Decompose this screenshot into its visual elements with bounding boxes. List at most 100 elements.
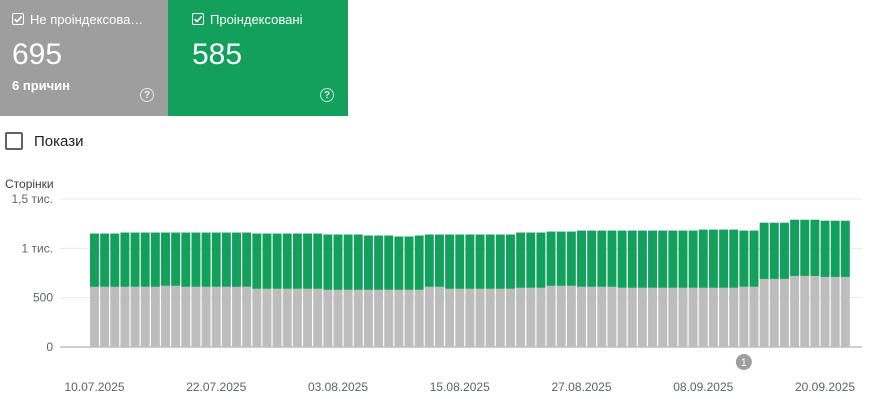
bar-not-indexed[interactable] bbox=[394, 289, 404, 347]
bar-not-indexed[interactable] bbox=[211, 286, 221, 347]
bar-indexed[interactable] bbox=[100, 233, 110, 287]
bar-not-indexed[interactable] bbox=[495, 288, 505, 347]
bar-indexed[interactable] bbox=[384, 235, 394, 290]
not-indexed-card[interactable]: Не проіндексова… 695 6 причин ? bbox=[0, 0, 168, 116]
bar-indexed[interactable] bbox=[445, 234, 455, 289]
bar-indexed[interactable] bbox=[363, 235, 373, 290]
bar-not-indexed[interactable] bbox=[414, 289, 424, 347]
bar-not-indexed[interactable] bbox=[455, 288, 465, 347]
bar-indexed[interactable] bbox=[495, 234, 505, 289]
bar-indexed[interactable] bbox=[607, 230, 617, 287]
bar-indexed[interactable] bbox=[556, 231, 566, 286]
bar-not-indexed[interactable] bbox=[161, 285, 170, 347]
bar-indexed[interactable] bbox=[414, 235, 424, 290]
bar-indexed[interactable] bbox=[526, 232, 536, 288]
bar-indexed[interactable] bbox=[171, 232, 181, 286]
bar-indexed[interactable] bbox=[110, 233, 120, 287]
bar-not-indexed[interactable] bbox=[678, 287, 688, 347]
bar-indexed[interactable] bbox=[120, 232, 130, 287]
bar-indexed[interactable] bbox=[394, 236, 404, 290]
bar-not-indexed[interactable] bbox=[546, 285, 556, 347]
bar-indexed[interactable] bbox=[668, 230, 678, 288]
bar-indexed[interactable] bbox=[343, 234, 353, 290]
bar-indexed[interactable] bbox=[252, 233, 262, 289]
bar-not-indexed[interactable] bbox=[445, 288, 455, 347]
bar-indexed[interactable] bbox=[130, 232, 140, 287]
bar-indexed[interactable] bbox=[719, 229, 729, 288]
bar-indexed[interactable] bbox=[688, 230, 698, 288]
bar-indexed[interactable] bbox=[779, 222, 789, 279]
bar-indexed[interactable] bbox=[678, 230, 688, 288]
bar-indexed[interactable] bbox=[303, 233, 313, 289]
bar-not-indexed[interactable] bbox=[272, 288, 282, 347]
help-icon[interactable]: ? bbox=[140, 88, 154, 102]
bar-indexed[interactable] bbox=[546, 231, 556, 286]
bar-indexed[interactable] bbox=[161, 232, 170, 286]
bar-indexed[interactable] bbox=[434, 234, 444, 287]
bar-indexed[interactable] bbox=[181, 232, 191, 287]
bar-indexed[interactable] bbox=[830, 220, 840, 277]
bar-indexed[interactable] bbox=[191, 232, 201, 287]
bar-indexed[interactable] bbox=[221, 232, 231, 287]
bar-not-indexed[interactable] bbox=[648, 287, 658, 347]
bar-not-indexed[interactable] bbox=[800, 275, 810, 347]
bar-indexed[interactable] bbox=[749, 230, 759, 287]
help-icon[interactable]: ? bbox=[320, 88, 334, 102]
bar-indexed[interactable] bbox=[516, 232, 526, 288]
bar-indexed[interactable] bbox=[211, 232, 221, 287]
bar-not-indexed[interactable] bbox=[110, 286, 120, 347]
bar-not-indexed[interactable] bbox=[688, 287, 698, 347]
bar-not-indexed[interactable] bbox=[90, 286, 99, 347]
bar-indexed[interactable] bbox=[810, 219, 820, 276]
bar-not-indexed[interactable] bbox=[374, 289, 384, 347]
bar-not-indexed[interactable] bbox=[313, 288, 323, 347]
bar-indexed[interactable] bbox=[333, 234, 343, 290]
bar-not-indexed[interactable] bbox=[191, 286, 201, 347]
bar-not-indexed[interactable] bbox=[607, 286, 617, 347]
bar-indexed[interactable] bbox=[374, 235, 384, 290]
bar-indexed[interactable] bbox=[597, 230, 607, 287]
bar-indexed[interactable] bbox=[455, 234, 465, 289]
bar-indexed[interactable] bbox=[272, 233, 282, 289]
bar-indexed[interactable] bbox=[140, 232, 150, 287]
bar-indexed[interactable] bbox=[404, 236, 414, 290]
bar-indexed[interactable] bbox=[485, 234, 495, 289]
bar-indexed[interactable] bbox=[313, 233, 323, 289]
bar-not-indexed[interactable] bbox=[668, 287, 678, 347]
bar-indexed[interactable] bbox=[627, 230, 637, 288]
bar-not-indexed[interactable] bbox=[506, 288, 515, 347]
bar-not-indexed[interactable] bbox=[262, 288, 272, 347]
bar-indexed[interactable] bbox=[566, 231, 576, 286]
bar-not-indexed[interactable] bbox=[292, 288, 302, 347]
bar-not-indexed[interactable] bbox=[120, 286, 130, 347]
bar-not-indexed[interactable] bbox=[282, 288, 292, 347]
bar-indexed[interactable] bbox=[790, 219, 800, 276]
bar-not-indexed[interactable] bbox=[708, 287, 718, 347]
bar-indexed[interactable] bbox=[840, 220, 850, 277]
bar-not-indexed[interactable] bbox=[658, 287, 668, 347]
bar-not-indexed[interactable] bbox=[232, 286, 241, 347]
bar-indexed[interactable] bbox=[759, 222, 769, 279]
bar-not-indexed[interactable] bbox=[566, 285, 576, 347]
bar-indexed[interactable] bbox=[323, 234, 333, 290]
bar-not-indexed[interactable] bbox=[810, 275, 820, 347]
bar-indexed[interactable] bbox=[475, 234, 485, 289]
impressions-toggle[interactable]: Покази bbox=[5, 132, 83, 150]
bar-not-indexed[interactable] bbox=[333, 289, 343, 347]
bar-indexed[interactable] bbox=[292, 233, 302, 289]
bar-indexed[interactable] bbox=[506, 234, 515, 289]
bar-not-indexed[interactable] bbox=[526, 287, 536, 347]
bar-not-indexed[interactable] bbox=[729, 287, 739, 347]
bar-indexed[interactable] bbox=[536, 232, 546, 288]
bar-indexed[interactable] bbox=[232, 232, 241, 287]
bar-not-indexed[interactable] bbox=[485, 288, 495, 347]
bar-not-indexed[interactable] bbox=[637, 287, 647, 347]
annotation-circle[interactable] bbox=[735, 354, 752, 370]
bar-indexed[interactable] bbox=[150, 232, 160, 287]
bar-indexed[interactable] bbox=[637, 230, 647, 288]
bar-not-indexed[interactable] bbox=[536, 287, 546, 347]
bar-indexed[interactable] bbox=[424, 234, 434, 287]
bar-not-indexed[interactable] bbox=[556, 285, 566, 347]
bar-not-indexed[interactable] bbox=[140, 286, 150, 347]
bar-indexed[interactable] bbox=[820, 220, 830, 277]
